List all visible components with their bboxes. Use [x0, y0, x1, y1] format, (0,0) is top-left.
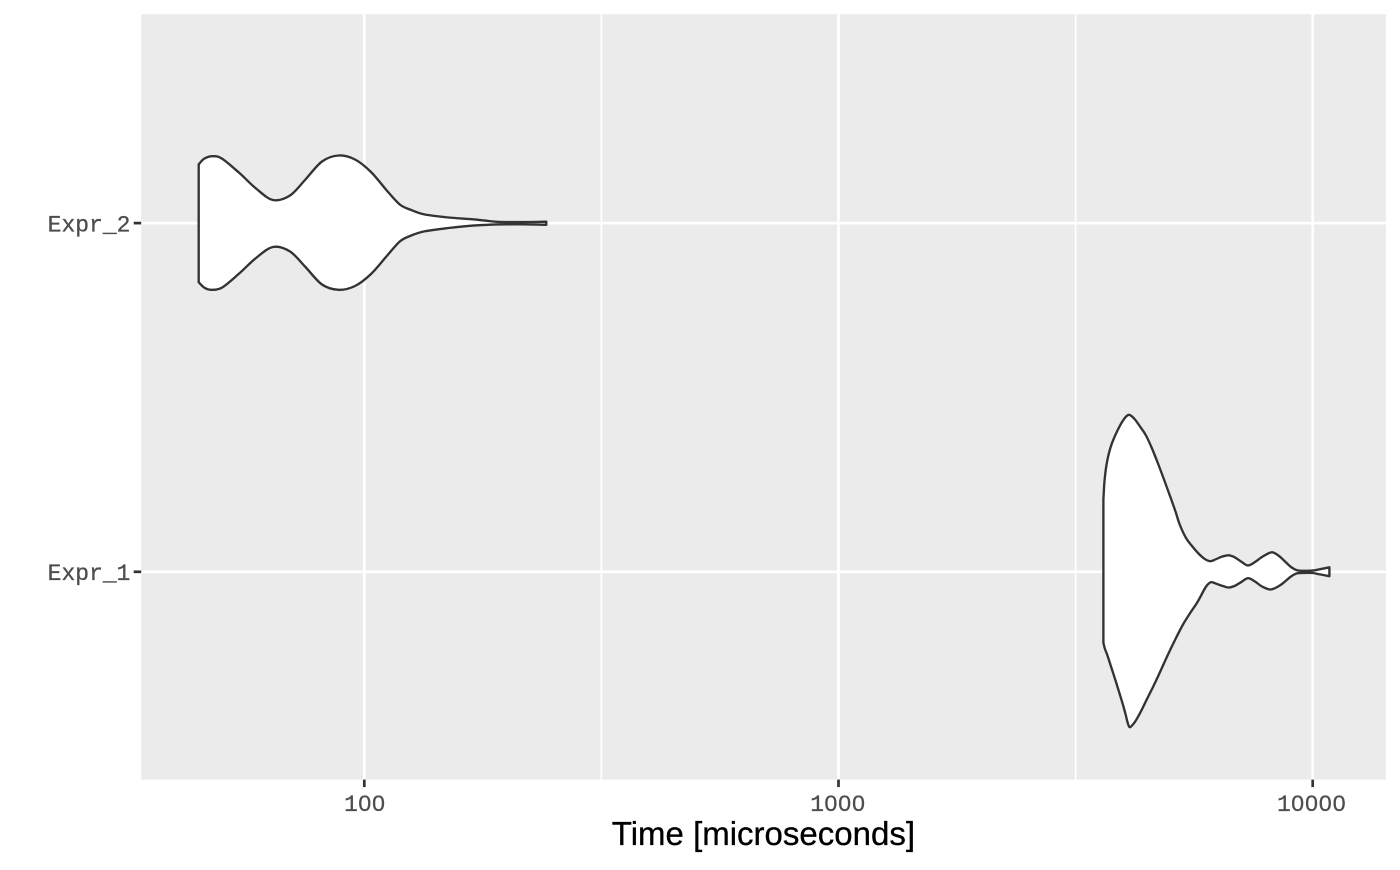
- svg-text:Expr_1: Expr_1: [48, 561, 131, 587]
- svg-text:Time [microseconds]: Time [microseconds]: [612, 815, 915, 852]
- svg-text:Expr_2: Expr_2: [48, 212, 131, 238]
